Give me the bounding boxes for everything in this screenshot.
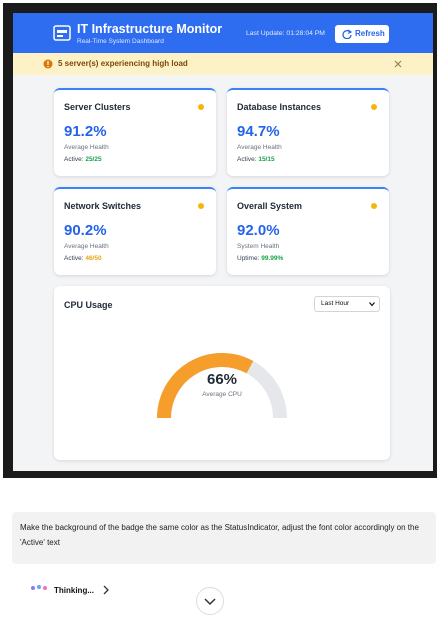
alert-icon — [43, 59, 53, 69]
status-dot — [371, 104, 377, 110]
screenshot-frame: IT Infrastructure Monitor Real-Time Syst… — [3, 3, 437, 478]
metric-card: Network Switches 90.2% Average Health Activ… — [54, 187, 216, 275]
gauge-caption: Average CPU — [202, 391, 242, 398]
status-value: 99.99% — [261, 255, 284, 262]
dashboard: IT Infrastructure Monitor Real-Time Syst… — [13, 13, 433, 471]
app-subtitle: Real-Time System Dashboard — [77, 38, 164, 45]
status-value: 15/15 — [258, 156, 275, 163]
card-status: Active: 46/50 — [64, 255, 102, 262]
status-dot — [371, 203, 377, 209]
logo — [53, 25, 71, 41]
status-dot — [198, 203, 204, 209]
card-value: 92.0% — [237, 222, 280, 239]
status-label: Active: — [64, 255, 84, 262]
metric-card: Database Instances 94.7% Average Health Act… — [227, 88, 389, 176]
alert-text: 5 server(s) experiencing high load — [58, 59, 188, 68]
card-value: 91.2% — [64, 123, 107, 140]
select-label: Last Hour — [321, 300, 350, 307]
thinking-status: Thinking... — [54, 586, 94, 595]
gauge-value: 66% — [207, 371, 237, 388]
status-dot — [198, 104, 204, 110]
refresh-button[interactable]: Refresh — [335, 25, 389, 43]
thinking-dots — [31, 585, 47, 590]
status-value: 46/50 — [85, 255, 102, 262]
refresh-label: Refresh — [355, 29, 385, 38]
app-title: IT Infrastructure Monitor — [77, 22, 223, 36]
alert-close[interactable] — [394, 60, 402, 68]
expand-chevron[interactable] — [102, 585, 110, 595]
metric-card: Overall System 92.0% System Health Uptime: … — [227, 187, 389, 275]
status-label: Active: — [64, 156, 84, 163]
cpu-title: CPU Usage — [64, 300, 113, 310]
card-caption: Average Health — [237, 144, 282, 151]
last-update: Last Update: 01:28:04 PM — [246, 30, 325, 37]
card-title: Database Instances — [237, 102, 322, 112]
card-value: 94.7% — [237, 123, 280, 140]
status-label: Active: — [237, 156, 257, 163]
card-title: Network Switches — [64, 201, 142, 211]
gauge: 66% Average CPU — [157, 353, 287, 419]
card-status: Uptime: 99.99% — [237, 255, 283, 262]
card-caption: System Health — [237, 243, 280, 250]
select-caret — [369, 302, 375, 307]
card-caption: Average Health — [64, 144, 109, 151]
card-status: Active: 25/25 — [64, 156, 102, 163]
status-label: Uptime: — [237, 255, 260, 262]
header: IT Infrastructure Monitor Real-Time Syst… — [13, 13, 433, 53]
card-title: Server Clusters — [64, 102, 131, 112]
time-select[interactable]: Last Hour — [314, 296, 380, 312]
status-value: 25/25 — [85, 156, 102, 163]
alert-bar: 5 server(s) experiencing high load — [13, 53, 433, 75]
card-status: Active: 15/15 — [237, 156, 275, 163]
gauge-value-arc — [157, 353, 254, 419]
cpu-card: CPU Usage Last Hour 66% Average CPU — [54, 286, 390, 460]
card-title: Overall System — [237, 201, 303, 211]
card-value: 90.2% — [64, 222, 107, 239]
refresh-icon — [342, 29, 352, 39]
metric-card: Server Clusters 91.2% Average Health Active… — [54, 88, 216, 176]
card-caption: Average Health — [64, 243, 109, 250]
user-prompt: Make the background of the badge the sam… — [12, 512, 436, 564]
scroll-down-button[interactable] — [195, 586, 225, 616]
